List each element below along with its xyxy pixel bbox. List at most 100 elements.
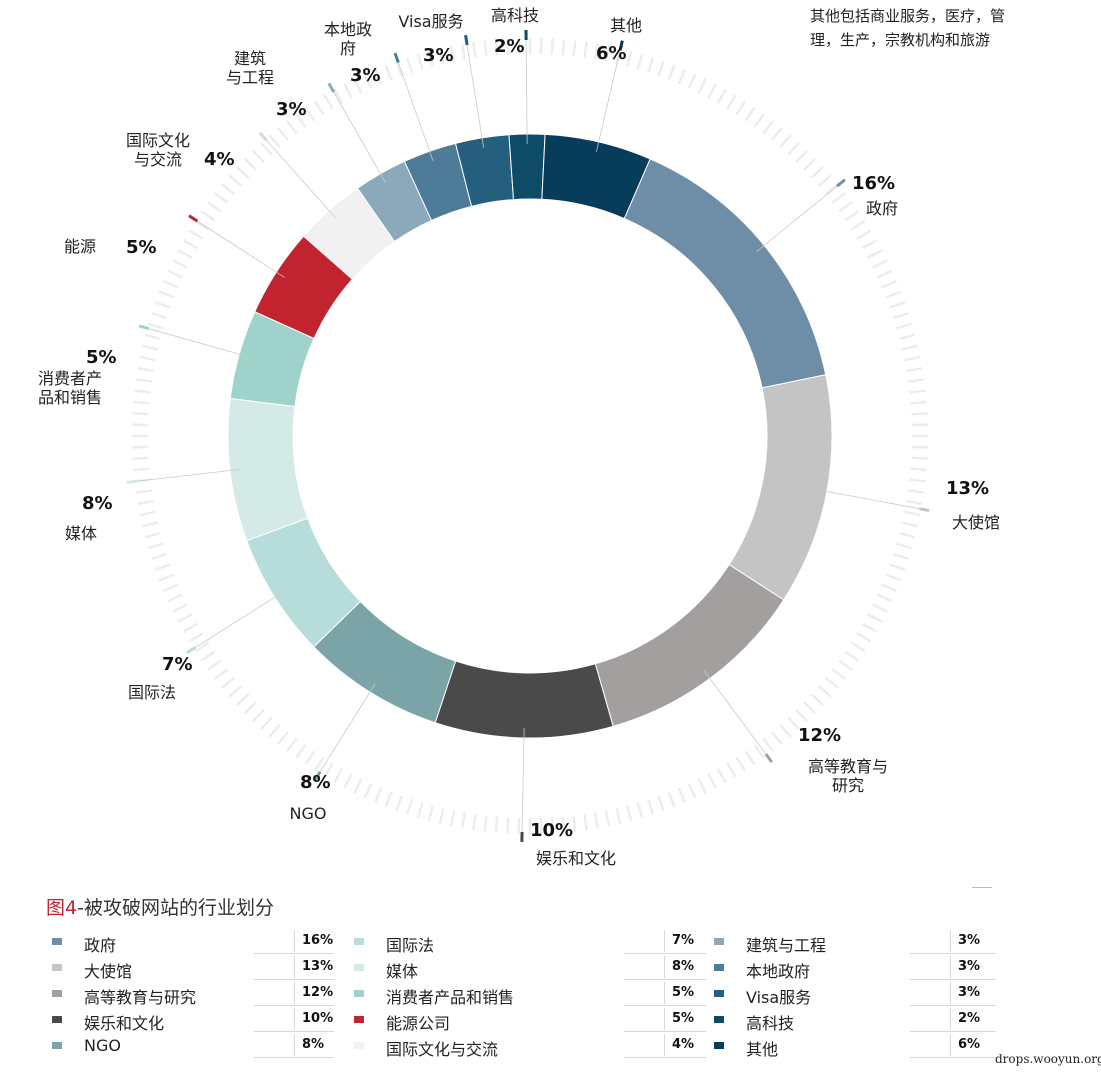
- leader-mark: [918, 507, 930, 513]
- legend-pct: 7%: [672, 933, 695, 948]
- ring-tick: [144, 531, 161, 539]
- figure-sep: -: [77, 897, 84, 919]
- ring-tick: [172, 259, 188, 269]
- slice-pct-label: 6%: [596, 43, 627, 64]
- ring-tick: [762, 737, 774, 752]
- ring-tick: [228, 174, 243, 187]
- ring-tick: [572, 815, 577, 832]
- ring-tick: [214, 192, 229, 204]
- ring-tick: [416, 802, 424, 819]
- ring-tick: [910, 400, 927, 405]
- ring-tick: [896, 542, 913, 550]
- ring-tick: [646, 798, 655, 815]
- legend-divider: [950, 982, 951, 1004]
- legend-row: 其他 6%: [706, 1032, 996, 1059]
- legend-rule: [910, 979, 996, 980]
- ring-tick: [363, 782, 373, 799]
- ring-tick: [137, 499, 154, 506]
- ring-tick: [167, 269, 184, 279]
- ring-tick: [395, 60, 403, 77]
- ring-tick: [744, 106, 756, 122]
- slice-pct-label: 3%: [276, 99, 307, 120]
- slice-name-label: 大使馆: [952, 513, 1000, 532]
- ring-tick: [353, 778, 363, 794]
- ring-tick: [910, 467, 927, 472]
- legend-swatch: [52, 964, 62, 971]
- ring-tick: [593, 812, 600, 829]
- ring-tick: [867, 613, 883, 623]
- ring-tick: [135, 489, 153, 494]
- ring-tick: [904, 355, 921, 362]
- ring-tick: [716, 768, 727, 784]
- ring-tick: [268, 723, 281, 738]
- ring-tick: [876, 269, 893, 279]
- ring-tick: [373, 68, 383, 85]
- leader-line: [466, 44, 485, 148]
- ring-tick: [506, 38, 510, 55]
- legend-divider: [950, 956, 951, 978]
- legend-pct: 3%: [958, 985, 981, 1000]
- ring-tick: [323, 762, 334, 778]
- legend-rule: [910, 1057, 996, 1058]
- ring-tick: [850, 641, 866, 653]
- leader-line: [148, 328, 250, 358]
- leader-mark: [258, 131, 268, 142]
- legend-divider: [950, 930, 951, 952]
- ring-tick: [313, 756, 325, 772]
- ring-tick: [313, 100, 325, 116]
- ring-tick: [697, 78, 707, 94]
- ring-tick: [343, 83, 353, 99]
- ring-tick: [158, 290, 175, 299]
- ring-tick: [561, 816, 566, 833]
- leader-mark: [764, 753, 774, 763]
- ring-tick: [817, 685, 832, 698]
- ring-tick: [550, 38, 554, 55]
- leader-line: [136, 468, 240, 482]
- ring-tick: [132, 456, 149, 460]
- ring-tick: [137, 366, 154, 373]
- ring-tick: [142, 521, 159, 528]
- ring-tick: [636, 802, 644, 819]
- title-rule: [972, 887, 992, 888]
- legend-swatch: [714, 1016, 724, 1023]
- legend-name: 消费者产品和销售: [386, 988, 515, 1007]
- ring-tick: [182, 239, 198, 250]
- legend-swatch: [714, 990, 724, 997]
- slice-pct-label: 5%: [86, 347, 117, 368]
- legend-row: 媒体 8%: [346, 954, 706, 981]
- legend-rule: [254, 953, 334, 954]
- legend-swatch: [354, 1016, 364, 1023]
- legend-divider: [294, 930, 295, 952]
- ring-tick: [188, 229, 204, 240]
- ring-tick: [221, 183, 236, 196]
- ring-tick: [333, 768, 344, 784]
- legend-rule: [910, 953, 996, 954]
- donut-chart: 16% 政府 13% 大使馆 12% 高等教育与研究 10% 娱乐和文化 8% NGO 7% 国际法 8…: [38, 6, 1000, 868]
- ring-tick: [133, 467, 150, 472]
- ring-tick: [856, 632, 872, 643]
- slice-pct-label: 3%: [350, 65, 381, 86]
- slice-pct-label: 7%: [162, 654, 193, 675]
- legend-swatch: [714, 938, 724, 945]
- ring-tick: [268, 134, 281, 149]
- ring-tick: [838, 201, 853, 213]
- ring-tick: [286, 737, 298, 752]
- legend-divider: [664, 1034, 665, 1056]
- ring-tick: [162, 583, 179, 593]
- legend-row: 娱乐和文化 10%: [44, 1006, 334, 1033]
- ring-tick: [881, 583, 898, 593]
- legend-rule: [624, 1005, 706, 1006]
- leader-line: [596, 50, 621, 152]
- ring-tick: [177, 249, 193, 259]
- legend-pct: 2%: [958, 1011, 981, 1026]
- ring-tick: [779, 134, 792, 149]
- slice-name-label: 媒体: [65, 524, 97, 543]
- ring-tick: [235, 165, 250, 179]
- tick-ring: [132, 38, 928, 834]
- ring-tick: [892, 552, 909, 561]
- ring-tick: [667, 791, 676, 808]
- ring-tick: [881, 279, 898, 289]
- ring-tick: [214, 668, 229, 680]
- ring-tick: [753, 113, 765, 128]
- ring-tick: [615, 807, 622, 824]
